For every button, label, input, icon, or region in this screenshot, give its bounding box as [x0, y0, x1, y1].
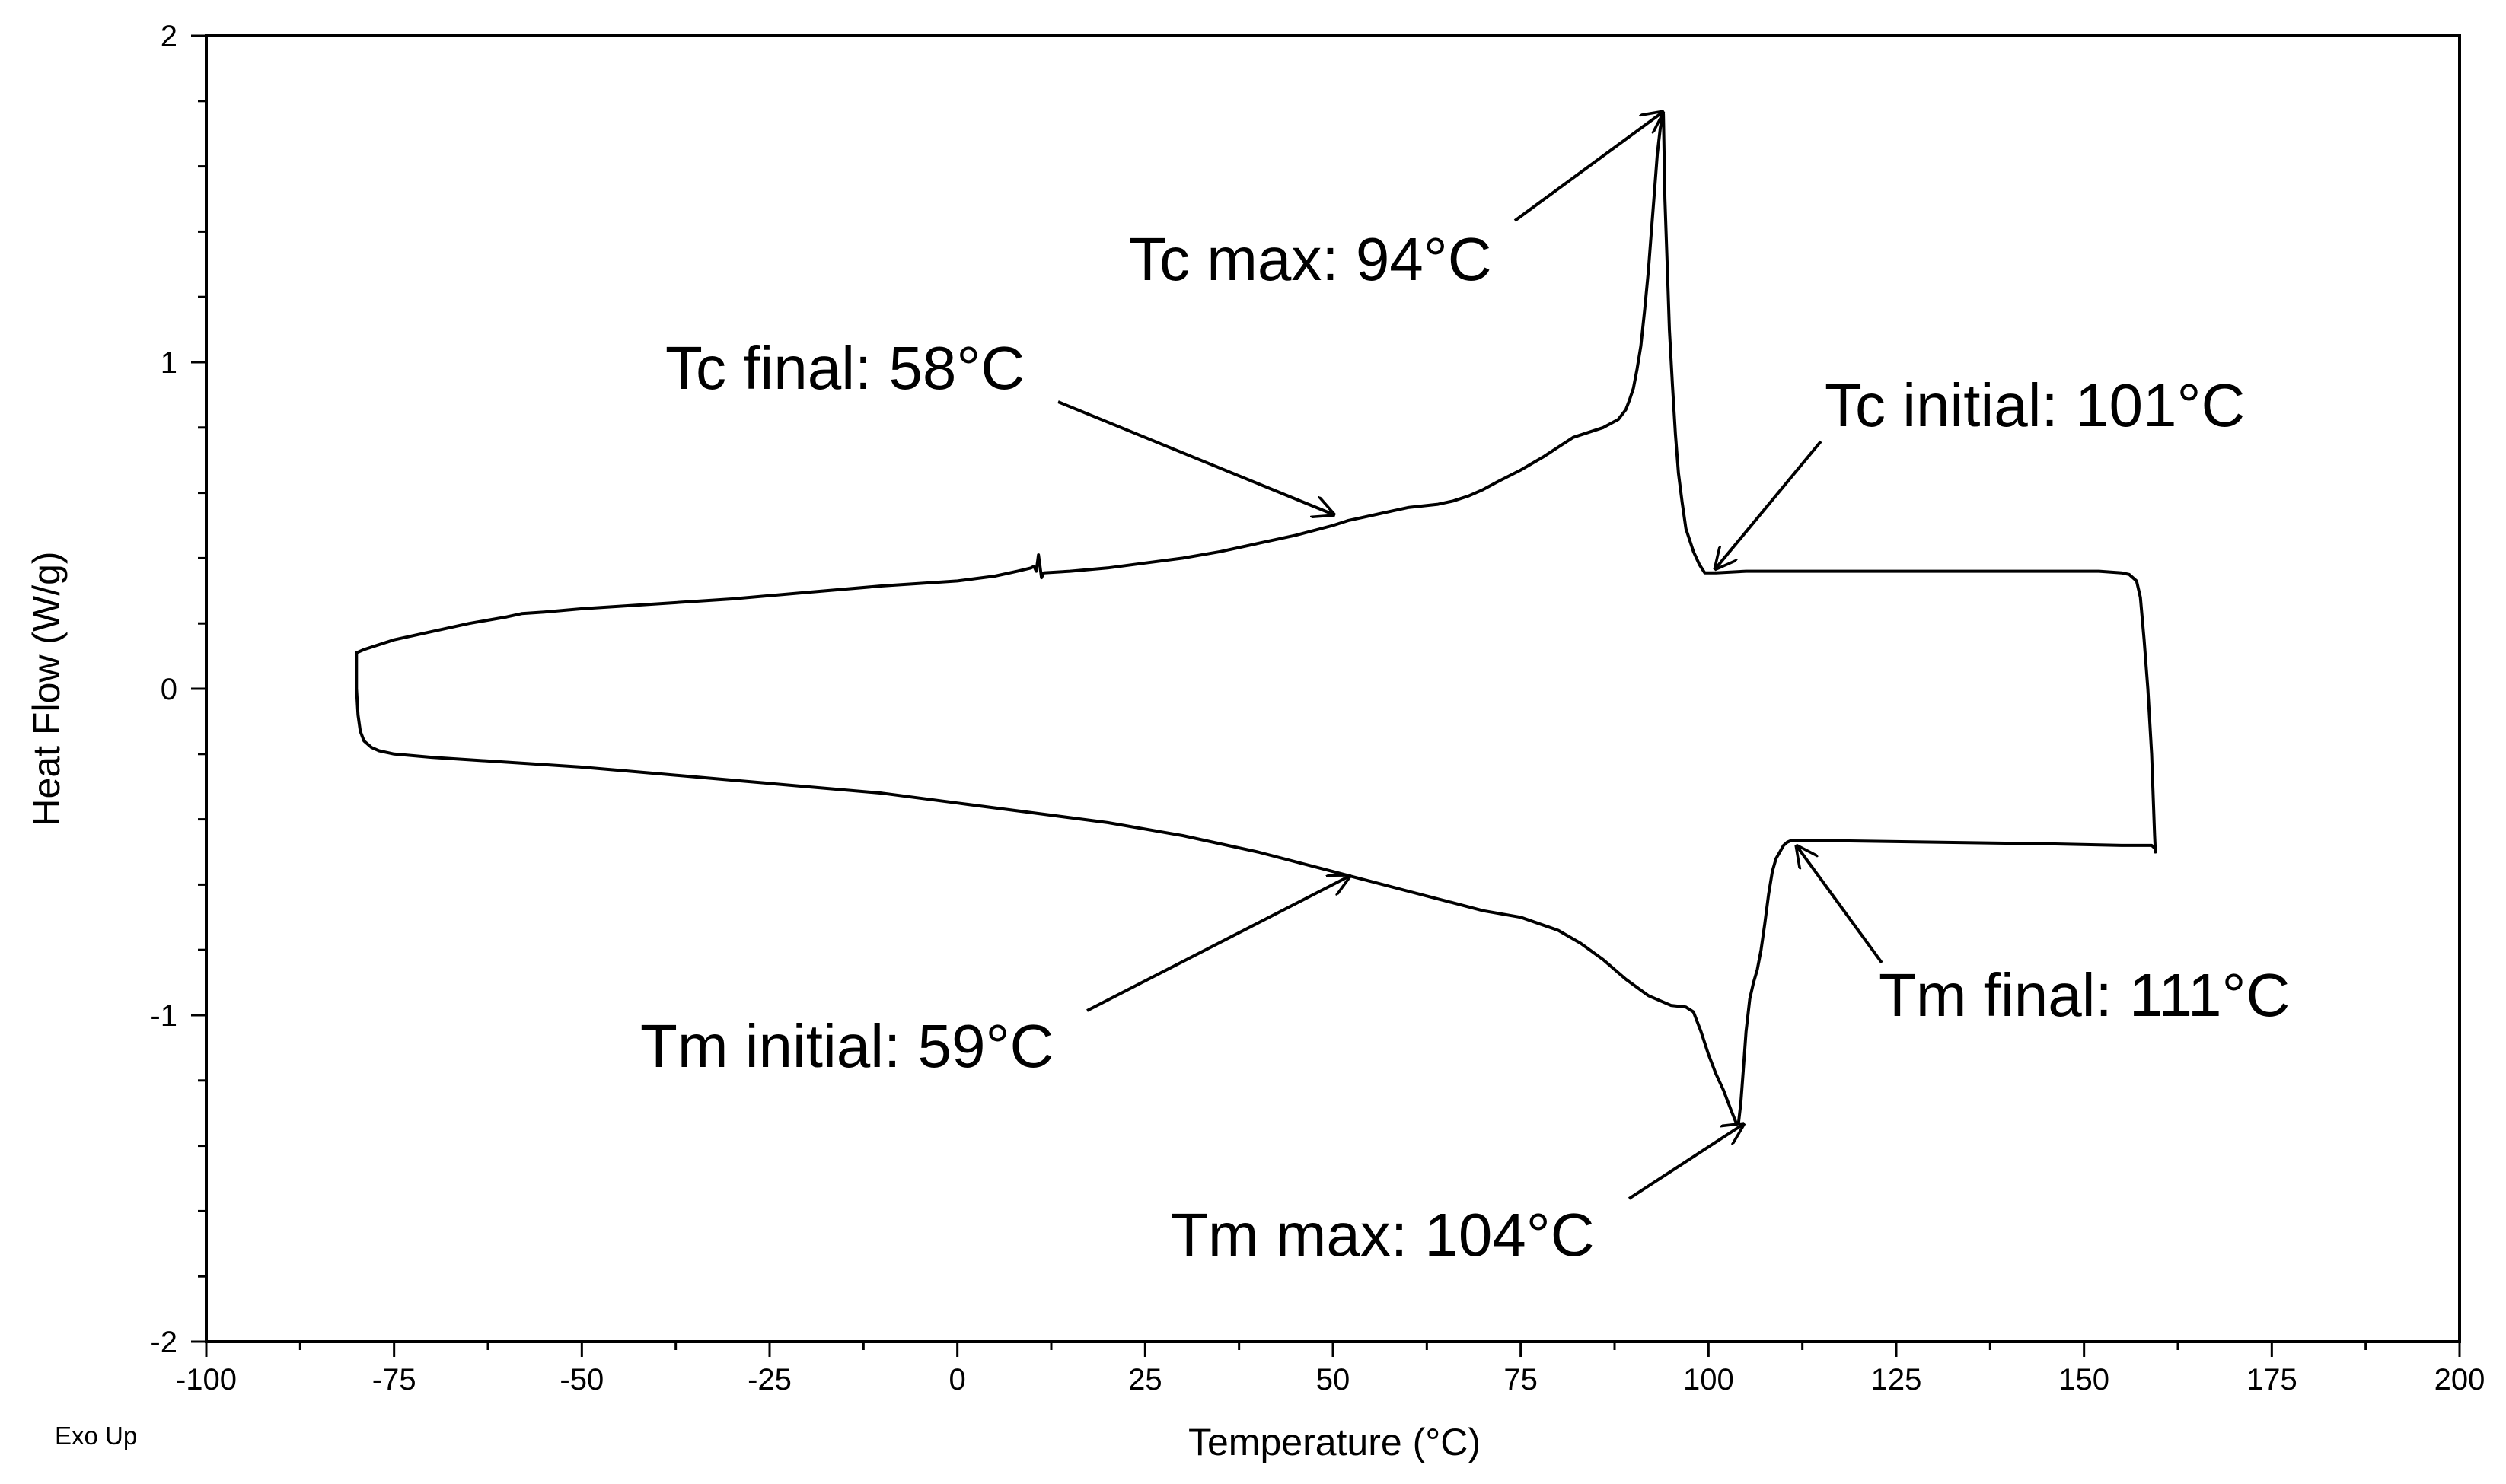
x-tick-label: -50: [560, 1363, 604, 1396]
x-tick-label: 200: [2434, 1363, 2485, 1396]
x-tick-label: 50: [1316, 1363, 1350, 1396]
annotation-tm-max: Tm max: 104°C: [1171, 1123, 1745, 1269]
heating-curve: [355, 651, 2157, 1125]
exo-up-label: Exo Up: [55, 1422, 137, 1450]
annotation-tc-final: Tc final: 58°C: [665, 334, 1335, 515]
annotation-tc-initial: Tc initial: 101°C: [1714, 371, 2245, 570]
annotation-tm-initial-arrow: [1086, 875, 1351, 1012]
x-tick-label: 125: [1871, 1363, 1922, 1396]
annotation-tm-max-label: Tm max: 104°C: [1171, 1201, 1595, 1269]
y-tick-label: 2: [161, 20, 177, 53]
x-axis-title: Temperature (°C): [1188, 1421, 1481, 1463]
x-tick-label: 0: [949, 1363, 966, 1396]
x-tick-label: -100: [176, 1363, 237, 1396]
annotation-tc-final-arrow: [1057, 400, 1335, 515]
annotation-tm-final-label: Tm final: 111°C: [1879, 961, 2290, 1029]
annotation-tm-final-arrow: [1796, 845, 1883, 964]
y-tick-label: 1: [161, 346, 177, 380]
x-tick-label: 175: [2246, 1363, 2297, 1396]
x-tick-label: 75: [1503, 1363, 1538, 1396]
annotation-tc-final-label: Tc final: 58°C: [665, 334, 1025, 402]
y-tick-label: -1: [150, 999, 177, 1033]
x-tick-label: 25: [1128, 1363, 1162, 1396]
annotation-tm-final: Tm final: 111°C: [1796, 845, 2290, 1029]
annotation-tm-initial: Tm initial: 59°C: [640, 875, 1351, 1080]
y-axis-ticks: 2 1 0 -1 -2: [150, 20, 206, 1359]
series-layer: [355, 113, 2157, 1125]
x-tick-label: -75: [372, 1363, 416, 1396]
y-tick-label: 0: [161, 673, 177, 706]
annotation-tc-max: Tc max: 94°C: [1129, 111, 1664, 293]
annotation-layer: Tc max: 94°C Tc final: 58°C Tc initial: …: [640, 111, 2290, 1269]
annotation-tc-initial-label: Tc initial: 101°C: [1825, 371, 2245, 439]
y-tick-label: -2: [150, 1326, 177, 1359]
plot-area: [205, 34, 2461, 1343]
annotation-tc-initial-arrow: [1714, 440, 1822, 570]
annotation-tm-initial-label: Tm initial: 59°C: [640, 1012, 1054, 1080]
x-tick-label: 100: [1683, 1363, 1734, 1396]
x-axis-ticks: -100 -75 -50 -25 0 25 50 75 100 125 150 175 200: [176, 1342, 2485, 1396]
x-tick-label: -25: [748, 1363, 792, 1396]
cooling-curve: [355, 113, 2157, 854]
annotation-tc-max-label: Tc max: 94°C: [1129, 225, 1492, 293]
y-axis-title: Heat Flow (W/g): [25, 551, 68, 826]
annotation-tc-max-arrow: [1513, 111, 1664, 222]
x-tick-label: 150: [2058, 1363, 2109, 1396]
annotation-tm-max-arrow: [1628, 1123, 1745, 1200]
